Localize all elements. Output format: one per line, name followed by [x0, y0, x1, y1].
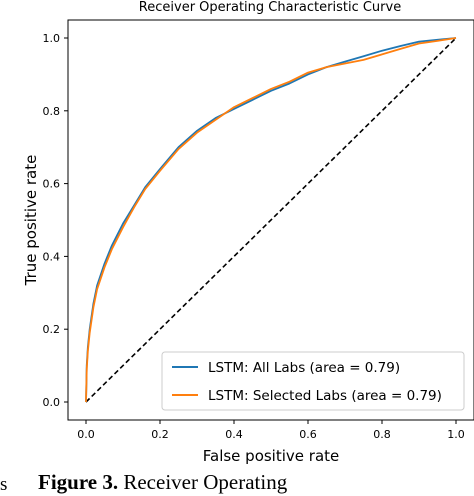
- plot-area-frame: [67, 19, 474, 421]
- y-tick-label: 0.8: [43, 105, 61, 118]
- y-tick-label: 0.2: [43, 323, 61, 336]
- caption-left-fragment: s: [0, 474, 8, 495]
- x-tick-label: 0.8: [373, 428, 391, 441]
- caption-text: Receiver Operating: [123, 470, 288, 494]
- y-tick-label: 0.0: [43, 396, 61, 409]
- legend-label-selected-labs: LSTM: Selected Labs (area = 0.79): [208, 388, 442, 404]
- x-tick-label: 0.2: [151, 428, 169, 441]
- legend-label-all-labs: LSTM: All Labs (area = 0.79): [208, 360, 400, 376]
- chance-reference-line: [85, 37, 457, 403]
- roc-line-selected-labs: [85, 37, 457, 403]
- y-tick-label: 0.6: [43, 178, 61, 191]
- x-axis-label: False positive rate: [203, 447, 340, 465]
- y-axis-label: True positive rate: [22, 155, 40, 287]
- chart-legend: LSTM: All Labs (area = 0.79) LSTM: Selec…: [161, 351, 465, 411]
- caption-label: Figure 3.: [38, 470, 119, 494]
- x-tick-label: 0.0: [77, 428, 95, 441]
- x-tick-label: 0.6: [299, 428, 317, 441]
- figure-caption: Figure 3. Receiver Operating: [38, 470, 287, 495]
- y-tick-label: 0.4: [43, 250, 61, 263]
- chart-title: Receiver Operating Characteristic Curve: [139, 0, 401, 15]
- x-tick-label: 0.4: [225, 428, 243, 441]
- legend-box: [161, 351, 465, 411]
- series-lines: [85, 37, 457, 403]
- axis-ticks: 0.0 0.2 0.4 0.6 0.8 1.0 0.0 0.2 0.4 0.6 0.8 1.0: [43, 32, 465, 441]
- y-tick-label: 1.0: [43, 32, 61, 45]
- x-tick-label: 1.0: [447, 428, 465, 441]
